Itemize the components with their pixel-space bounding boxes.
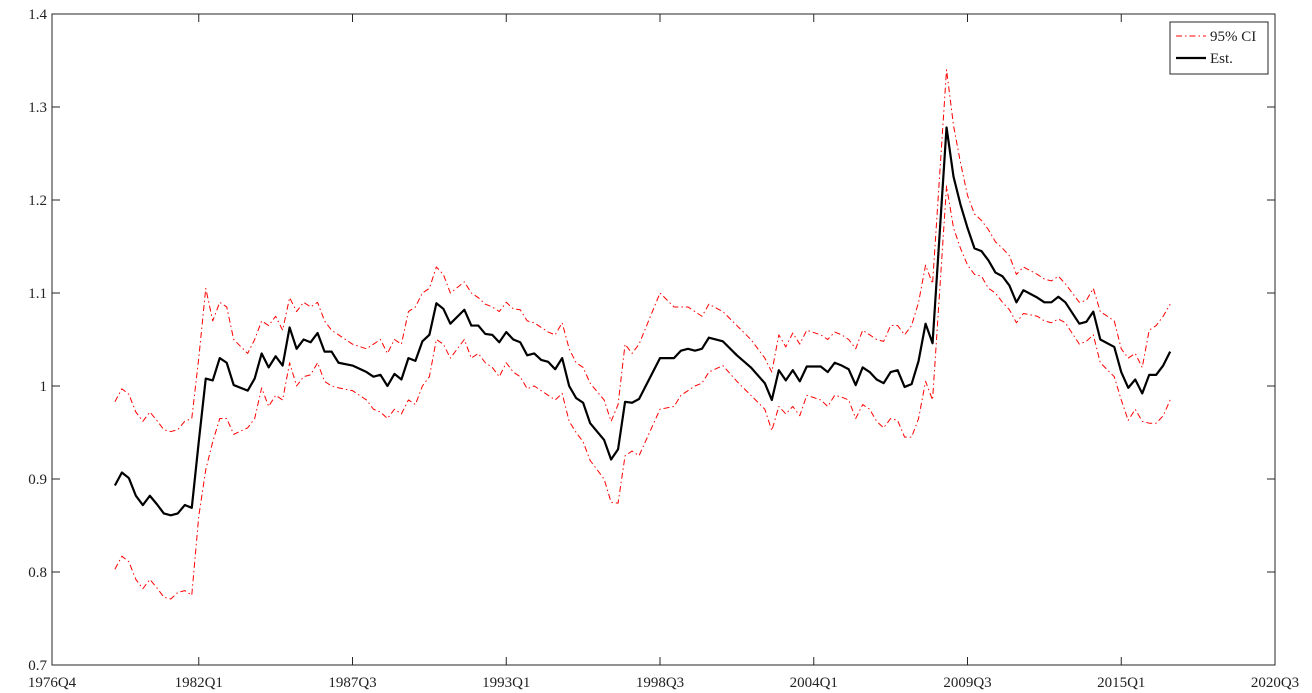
y-tick-label: 0.7 (28, 658, 47, 674)
x-tick-label: 1998Q3 (636, 675, 684, 691)
y-tick-label: 0.9 (28, 472, 47, 488)
y-tick-label: 1.4 (28, 7, 47, 23)
y-tick-label: 0.8 (28, 565, 47, 581)
y-tick-label: 1.1 (28, 286, 47, 302)
x-tick-label: 2009Q3 (943, 675, 991, 691)
y-tick-label: 1.3 (28, 100, 47, 116)
x-tick-label: 1993Q1 (482, 675, 530, 691)
x-tick-label: 1982Q1 (175, 675, 223, 691)
legend-label: 95% CI (1210, 29, 1256, 45)
plot-area (51, 13, 1276, 666)
y-tick-label: 1.2 (28, 193, 47, 209)
y-tick-label: 1 (40, 379, 48, 395)
series-line (114, 185, 1171, 600)
x-tick-label: 1987Q3 (328, 675, 376, 691)
x-tick-label: 1976Q4 (28, 675, 77, 691)
x-tick-label: 2015Q1 (1097, 675, 1145, 691)
legend-box (1169, 21, 1269, 75)
x-tick-label: 2004Q1 (790, 675, 838, 691)
series-line (113, 126, 1172, 517)
x-tick-label: 2020Q3 (1251, 675, 1299, 691)
series-line (114, 69, 1171, 433)
legend-label: Est. (1210, 51, 1233, 67)
